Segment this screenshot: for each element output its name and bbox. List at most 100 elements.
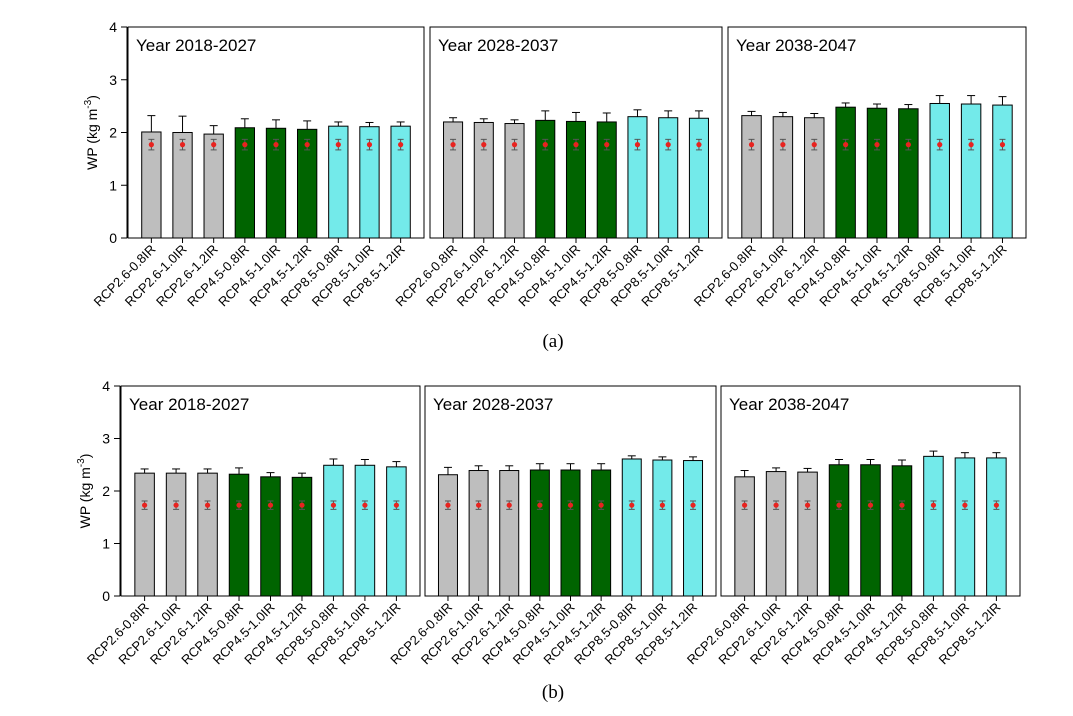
- bar: [923, 455, 944, 597]
- bar: [165, 472, 187, 597]
- bar: [197, 472, 218, 597]
- bar: [658, 117, 679, 239]
- obs-point: [867, 502, 874, 508]
- y-axis-label: WP (kg m-3): [83, 95, 100, 170]
- obs-point: [836, 502, 842, 508]
- obs-point: [773, 502, 779, 508]
- y-tick-label: 3: [102, 431, 110, 447]
- bar: [529, 469, 550, 597]
- bar: [891, 465, 913, 597]
- obs-point: [450, 142, 456, 148]
- bar: [734, 476, 755, 597]
- obs-point: [604, 142, 610, 148]
- obs-point: [511, 142, 518, 148]
- obs-point: [506, 502, 512, 508]
- obs-point: [999, 142, 1006, 148]
- y-tick-label: 4: [102, 378, 110, 394]
- obs-point: [242, 142, 248, 148]
- obs-point: [211, 142, 217, 148]
- bar: [688, 117, 709, 239]
- bar: [228, 473, 250, 597]
- bar: [898, 108, 919, 239]
- caption-b: (b): [542, 682, 564, 703]
- obs-point: [905, 142, 911, 148]
- bar: [986, 457, 1007, 597]
- y-tick-label: 0: [102, 588, 110, 604]
- obs-point: [476, 502, 482, 508]
- bar: [954, 457, 976, 597]
- obs-point: [937, 142, 943, 148]
- obs-point: [748, 142, 755, 148]
- obs-point: [179, 142, 186, 148]
- obs-point: [142, 502, 148, 508]
- obs-point: [267, 502, 274, 508]
- obs-point: [634, 142, 641, 148]
- y-tick-label: 2: [102, 483, 110, 499]
- obs-point: [236, 502, 242, 508]
- obs-point: [843, 142, 849, 148]
- obs-point: [273, 142, 279, 148]
- y-tick-label: 0: [109, 230, 117, 246]
- obs-point: [567, 502, 574, 508]
- bar: [560, 469, 581, 597]
- obs-point: [629, 502, 635, 508]
- obs-point: [780, 142, 786, 148]
- bar: [772, 116, 794, 239]
- panel-title: Year 2018-2027: [136, 36, 256, 55]
- obs-point: [962, 502, 968, 508]
- obs-point: [445, 502, 451, 508]
- obs-point: [804, 502, 811, 508]
- y-tick-label: 3: [109, 72, 117, 88]
- bar: [835, 106, 856, 239]
- obs-point: [299, 502, 305, 508]
- obs-point: [335, 142, 341, 148]
- bar: [627, 116, 648, 239]
- obs-point: [968, 142, 974, 148]
- panel-title: Year 2038-2047: [729, 395, 849, 414]
- obs-point: [148, 142, 154, 148]
- bar: [652, 459, 673, 597]
- obs-point: [930, 502, 937, 508]
- obs-point: [393, 502, 399, 508]
- bar: [535, 119, 556, 239]
- obs-point: [481, 142, 487, 148]
- bar: [437, 474, 458, 597]
- obs-point: [742, 502, 748, 508]
- bar: [960, 103, 982, 239]
- bar: [260, 476, 281, 597]
- obs-point: [899, 502, 905, 508]
- bar: [323, 464, 344, 597]
- obs-point: [330, 502, 337, 508]
- obs-point: [537, 502, 543, 508]
- obs-point: [690, 502, 696, 508]
- obs-point: [665, 142, 671, 148]
- bar: [683, 460, 704, 597]
- bar: [804, 117, 825, 239]
- obs-point: [362, 502, 368, 508]
- obs-point: [993, 502, 999, 508]
- obs-point: [542, 142, 548, 148]
- bar: [828, 464, 850, 597]
- bar: [134, 472, 155, 597]
- y-tick-label: 1: [109, 177, 117, 193]
- bar: [386, 466, 407, 597]
- y-axis-label: WP (kg m-3): [76, 454, 93, 529]
- bar: [797, 471, 818, 597]
- obs-point: [598, 502, 604, 508]
- obs-point: [173, 502, 179, 508]
- bar: [468, 470, 489, 597]
- obs-point: [204, 502, 211, 508]
- bar: [591, 469, 612, 597]
- y-tick-label: 4: [109, 19, 117, 35]
- bar: [860, 464, 881, 597]
- obs-point: [304, 142, 310, 148]
- bar: [929, 102, 950, 239]
- obs-point: [874, 142, 880, 148]
- panel-title: Year 2028-2037: [433, 395, 553, 414]
- obs-point: [573, 142, 579, 148]
- bar: [765, 471, 787, 597]
- bar: [291, 476, 313, 597]
